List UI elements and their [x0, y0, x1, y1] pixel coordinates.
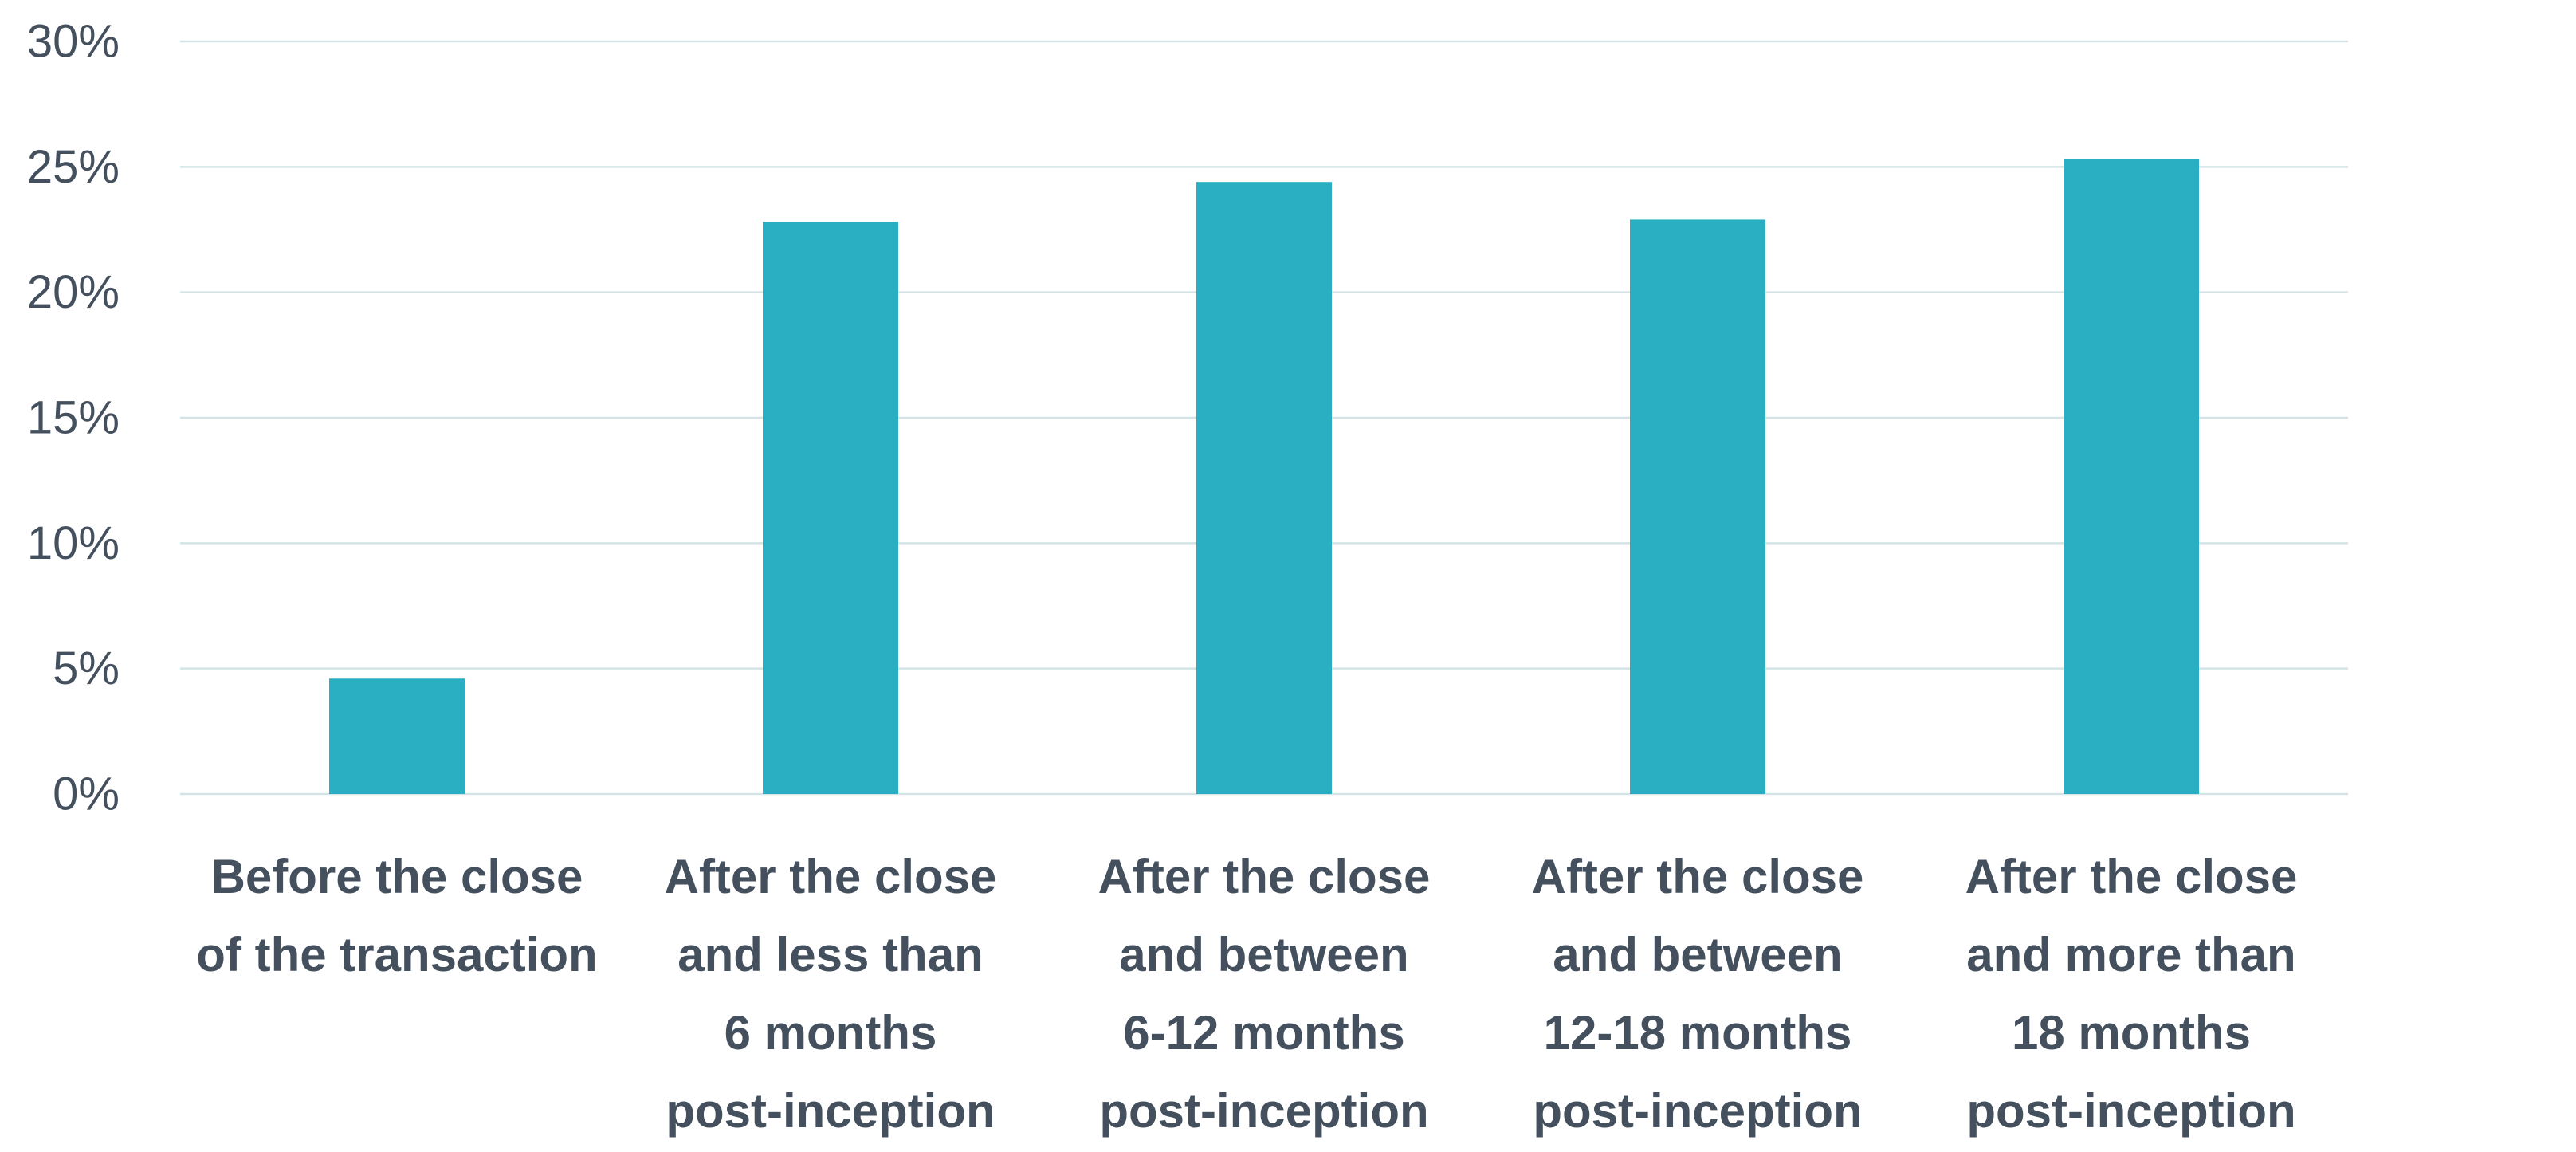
bar-4 — [1630, 219, 1765, 794]
x-category-label-line: After the close — [1532, 850, 1864, 903]
bar-5 — [2064, 159, 2199, 795]
bar-3 — [1196, 182, 1332, 795]
bar-2 — [763, 222, 898, 794]
y-axis-ticks: 0% 5% 10% 15% 20% 25% 30% — [27, 16, 120, 820]
x-category-label-line: 12-18 months — [1544, 1006, 1852, 1060]
y-tick-label: 0% — [53, 769, 120, 820]
y-tick-label: 10% — [27, 517, 120, 569]
bars — [329, 159, 2199, 795]
x-category-label: After the close and more than 18 months pos… — [1965, 850, 2298, 1138]
x-category-label-line: and more than — [1966, 928, 2295, 981]
x-category-label-line: After the close — [1965, 850, 2298, 903]
y-tick-label: 25% — [27, 141, 120, 193]
y-tick-label: 5% — [53, 643, 120, 694]
x-category-label-line: 6 months — [724, 1006, 937, 1060]
x-category-label: After the close and between 6-12 months pos… — [1098, 850, 1431, 1138]
y-tick-label: 20% — [27, 266, 120, 318]
x-category-label: After the close and less than 6 months post… — [665, 850, 997, 1138]
x-category-label-line: Before the close — [211, 850, 583, 903]
x-category-label: After the close and between 12-18 months po… — [1532, 850, 1864, 1138]
y-tick-label: 30% — [27, 16, 120, 68]
y-tick-label: 15% — [27, 392, 120, 444]
x-category-label-line: and between — [1119, 928, 1408, 981]
bar-1 — [329, 678, 465, 794]
x-category-label-line: After the close — [665, 850, 997, 903]
x-category-label-line: post-inception — [666, 1084, 995, 1138]
x-category-label-line: and between — [1553, 928, 1842, 981]
x-category-label-line: of the transaction — [196, 928, 597, 981]
x-category-label-line: 18 months — [2012, 1006, 2251, 1060]
x-category-label-line: post-inception — [1966, 1084, 2295, 1138]
x-category-label-line: post-inception — [1099, 1084, 1428, 1138]
x-axis-labels: Before the close of the transaction After … — [196, 850, 2297, 1138]
x-category-label-line: 6-12 months — [1123, 1006, 1404, 1060]
x-category-label-line: and less than — [677, 928, 983, 981]
x-category-label-line: post-inception — [1533, 1084, 1862, 1138]
x-category-label-line: After the close — [1098, 850, 1431, 903]
x-category-label: Before the close of the transaction — [196, 850, 597, 981]
